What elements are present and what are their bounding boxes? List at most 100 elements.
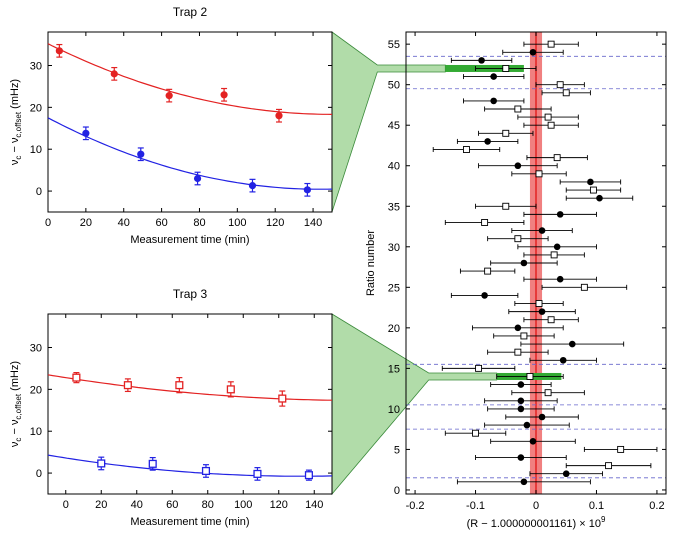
data-point [538, 413, 546, 421]
data-point [535, 170, 543, 178]
data-point [559, 356, 567, 364]
data-point [556, 275, 564, 283]
x-tick-label: 140 [305, 499, 323, 511]
y-axis-label: νc − νc,offset (mHz) [9, 361, 23, 447]
data-point [538, 308, 546, 315]
fit-curve [47, 43, 333, 115]
x-tick-label: 40 [131, 499, 143, 511]
data-point [520, 478, 528, 486]
data-point [617, 445, 625, 453]
data-point [562, 470, 570, 478]
y-tick-label: 0 [36, 186, 42, 198]
data-point [484, 138, 491, 145]
data-point [517, 397, 525, 405]
data-point [490, 73, 497, 80]
y-tick-label: 35 [388, 201, 400, 213]
data-point [502, 202, 510, 210]
data-point [137, 150, 145, 158]
data-point [520, 259, 528, 267]
data-point [529, 48, 537, 56]
data-point [568, 340, 576, 348]
data-point [529, 438, 537, 445]
x-tick-label: 120 [270, 499, 288, 511]
y-axis-label-part: ν [9, 441, 21, 447]
data-point [596, 194, 603, 202]
data-point [556, 81, 564, 89]
data-point [520, 332, 528, 340]
x-axis-label-exponent: 9 [601, 515, 606, 524]
data-point [275, 112, 283, 120]
data-point [248, 182, 257, 190]
y-tick-label: 20 [388, 323, 400, 335]
data-point [481, 292, 488, 299]
y-axis-label-part: (mHz) [9, 79, 21, 112]
x-tick-label: 120 [266, 217, 284, 229]
data-point [556, 211, 564, 218]
x-tick-label: 80 [193, 217, 205, 229]
data-point [514, 105, 522, 113]
data-point [201, 466, 211, 476]
data-point [253, 469, 262, 478]
data-point [562, 89, 570, 97]
y-tick-label: 10 [30, 144, 42, 156]
data-point [535, 300, 543, 307]
data-point [148, 459, 157, 468]
data-point [544, 389, 552, 397]
data-point [484, 267, 492, 275]
y-tick-label: 20 [30, 102, 42, 114]
zoom-connector [331, 313, 498, 496]
data-point [110, 70, 118, 78]
data-point [589, 186, 597, 194]
y-tick-label: 0 [36, 468, 42, 480]
x-tick-label: -0.1 [466, 500, 485, 512]
data-point [547, 316, 555, 324]
x-tick-label: 80 [202, 499, 214, 511]
y-tick-label: 30 [30, 342, 42, 354]
y-tick-label: 25 [388, 282, 400, 294]
data-point [82, 129, 90, 137]
data-point [553, 154, 561, 162]
plot-frame [47, 31, 333, 213]
y-tick-label: 40 [388, 161, 400, 173]
data-point [517, 405, 525, 413]
x-tick-label: -0.2 [406, 500, 425, 512]
fit-curve [47, 374, 332, 401]
data-point [165, 92, 173, 100]
y-tick-label: 55 [388, 39, 400, 51]
data-point [97, 459, 106, 468]
data-point [472, 429, 479, 437]
x-tick-label: 40 [118, 217, 130, 229]
data-point [481, 219, 489, 226]
data-point [547, 40, 555, 48]
fit-curve [47, 117, 333, 190]
y-tick-label: 15 [388, 363, 400, 375]
data-point [580, 283, 588, 291]
data-point [303, 186, 311, 194]
data-point [514, 235, 522, 243]
data-point [553, 243, 561, 251]
data-point [304, 471, 313, 480]
data-point [502, 65, 510, 72]
y-axis-label-subscript: c [14, 156, 23, 160]
fit-curve [47, 454, 333, 477]
data-point [55, 47, 63, 55]
x-axis-label: (R − 1.000000001161) × 109 [467, 515, 606, 530]
chart-title: Trap 3 [173, 287, 208, 301]
data-point [605, 462, 613, 470]
y-tick-label: 50 [388, 80, 400, 92]
data-point [517, 381, 525, 388]
trap3-panel: Trap 3 0 20 40 60 80 100 120 140 0 10 20 30 Measureme… [9, 287, 333, 528]
data-point [490, 97, 497, 105]
data-point [123, 381, 132, 390]
plot-frame [47, 313, 333, 495]
y-axis-label-subscript: c [14, 438, 23, 442]
x-axis-label-text: (R − 1.000000001161) × 10 [467, 518, 601, 530]
x-axis-label: Measurement time (min) [130, 516, 249, 528]
data-point [544, 113, 552, 121]
y-tick-label: 10 [30, 426, 42, 438]
x-tick-label: 140 [304, 217, 322, 229]
chart-title: Trap 2 [173, 5, 208, 19]
trap2-panel: Trap 2 0 20 40 60 80 100 120 140 0 10 20 30 Measureme… [9, 5, 333, 246]
data-point [220, 91, 228, 99]
